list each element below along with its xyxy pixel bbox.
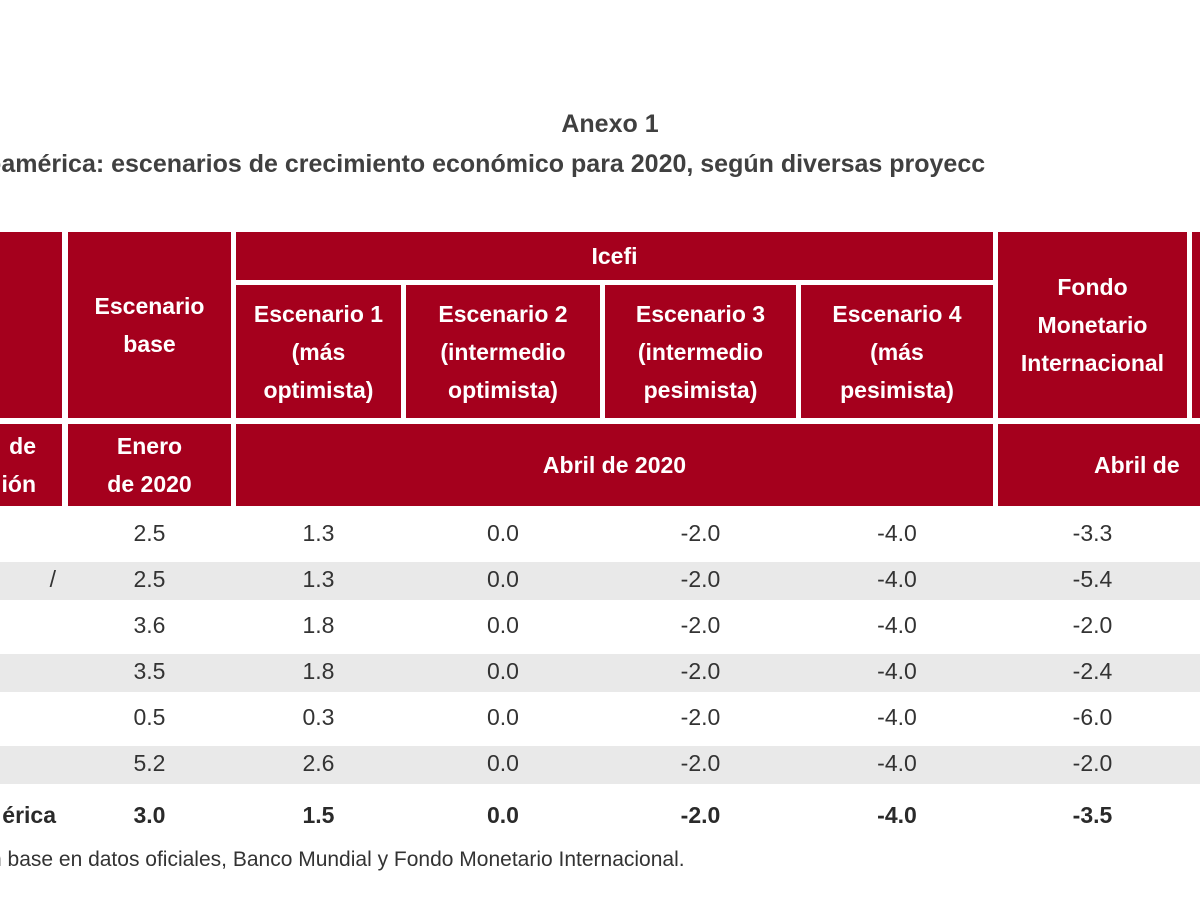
- cell-scenario-4: -4.0: [877, 519, 917, 546]
- cell-scenario-3: -2.0: [680, 703, 721, 730]
- cell-scenario-1: 2.6: [302, 749, 335, 776]
- annex-subtitle: troamérica: escenarios de crecimiento ec…: [0, 150, 986, 178]
- cell-scenario-1-total: 1.5: [302, 801, 335, 828]
- cell-imf: -2.0: [1072, 611, 1113, 638]
- cell-imf: -5.4: [1072, 565, 1113, 592]
- cell-scenario-2: 0.0: [487, 519, 519, 546]
- cell-country: [0, 694, 62, 740]
- cell-base-total: 3.0: [133, 801, 166, 828]
- cell-scenario-1: 0.3: [302, 703, 335, 730]
- header-country-top: [0, 232, 62, 418]
- cell-scenario-2: 0.0: [487, 565, 519, 592]
- row-band: [0, 562, 1200, 600]
- cell-scenario-4: -4.0: [877, 703, 917, 730]
- cell-base: 3.6: [133, 611, 166, 638]
- cell-scenario-4: -4.0: [877, 749, 917, 776]
- table-row: 3.6 1.8 0.0 -2.0 -4.0 -2.0: [0, 602, 1200, 648]
- cell-scenario-3: -2.0: [680, 565, 721, 592]
- cell-scenario-2: 0.0: [487, 611, 519, 638]
- cell-base: 3.5: [133, 657, 166, 684]
- cell-country: [0, 510, 62, 556]
- cell-base: 5.2: [133, 749, 166, 776]
- table-total-row: érica 3.0 1.5 0.0 -2.0 -4.0 -3.5: [0, 792, 1200, 838]
- table-row: 5.2 2.6 0.0 -2.0 -4.0 -2.0: [0, 740, 1200, 786]
- cell-country-total: érica: [2, 801, 56, 828]
- cell-scenario-1: 1.8: [302, 611, 335, 638]
- row-band: [0, 746, 1200, 784]
- cell-scenario-1: 1.8: [302, 657, 335, 684]
- cell-imf: -2.4: [1072, 657, 1113, 684]
- cell-base: 0.5: [133, 703, 166, 730]
- cell-scenario-1: 1.3: [302, 565, 335, 592]
- header-icefi-date: Abril de 2020: [236, 424, 993, 506]
- cell-imf: -6.0: [1072, 703, 1113, 730]
- cell-base: 2.5: [133, 519, 166, 546]
- cell-scenario-3-total: -2.0: [680, 801, 721, 828]
- header-base-date: Enero de 2020: [68, 424, 231, 506]
- cell-scenario-4: -4.0: [877, 565, 917, 592]
- cell-imf-total: -3.5: [1072, 801, 1113, 828]
- header-scenario-1: Escenario 1 (más optimista): [236, 285, 401, 418]
- cell-scenario-2-total: 0.0: [487, 801, 519, 828]
- annex-title: Anexo 1: [561, 110, 659, 138]
- header-base-scenario: Escenario base: [68, 232, 231, 418]
- cell-scenario-1: 1.3: [302, 519, 335, 546]
- header-scenario-2: Escenario 2 (intermedio optimista): [406, 285, 600, 418]
- cell-country: /: [49, 565, 56, 592]
- row-band: [0, 654, 1200, 692]
- cell-country: [0, 740, 62, 786]
- header-imf: Fondo Monetario Internacional: [998, 232, 1187, 418]
- cell-scenario-4: -4.0: [877, 611, 917, 638]
- cell-scenario-4: -4.0: [877, 657, 917, 684]
- cell-scenario-2: 0.0: [487, 703, 519, 730]
- table-row: / 2.5 1.3 0.0 -2.0 -4.0 -5.4: [0, 556, 1200, 602]
- source-note: n base en datos oficiales, Banco Mundial…: [0, 848, 685, 871]
- cell-scenario-3: -2.0: [680, 749, 721, 776]
- header-icefi: Icefi: [236, 232, 993, 280]
- cell-scenario-2: 0.0: [487, 749, 519, 776]
- header-country-bottom: de ión: [0, 424, 62, 506]
- header-extra-clipped: [1192, 232, 1200, 418]
- header-scenario-4: Escenario 4 (más pesimista): [801, 285, 993, 418]
- table-row: 0.5 0.3 0.0 -2.0 -4.0 -6.0: [0, 694, 1200, 740]
- cell-imf: -2.0: [1072, 749, 1113, 776]
- cell-base: 2.5: [133, 565, 166, 592]
- header-scenario-3: Escenario 3 (intermedio pesimista): [605, 285, 796, 418]
- cell-scenario-3: -2.0: [680, 611, 721, 638]
- cell-scenario-3: -2.0: [680, 657, 721, 684]
- table-row: 3.5 1.8 0.0 -2.0 -4.0 -2.4: [0, 648, 1200, 694]
- cell-country: [0, 602, 62, 648]
- cell-scenario-3: -2.0: [680, 519, 721, 546]
- cell-scenario-4-total: -4.0: [877, 801, 917, 828]
- header-imf-date: Abril de: [998, 424, 1200, 506]
- cell-country: [0, 648, 62, 694]
- cell-scenario-2: 0.0: [487, 657, 519, 684]
- table-row: 2.5 1.3 0.0 -2.0 -4.0 -3.3: [0, 510, 1200, 556]
- cell-imf: -3.3: [1072, 519, 1113, 546]
